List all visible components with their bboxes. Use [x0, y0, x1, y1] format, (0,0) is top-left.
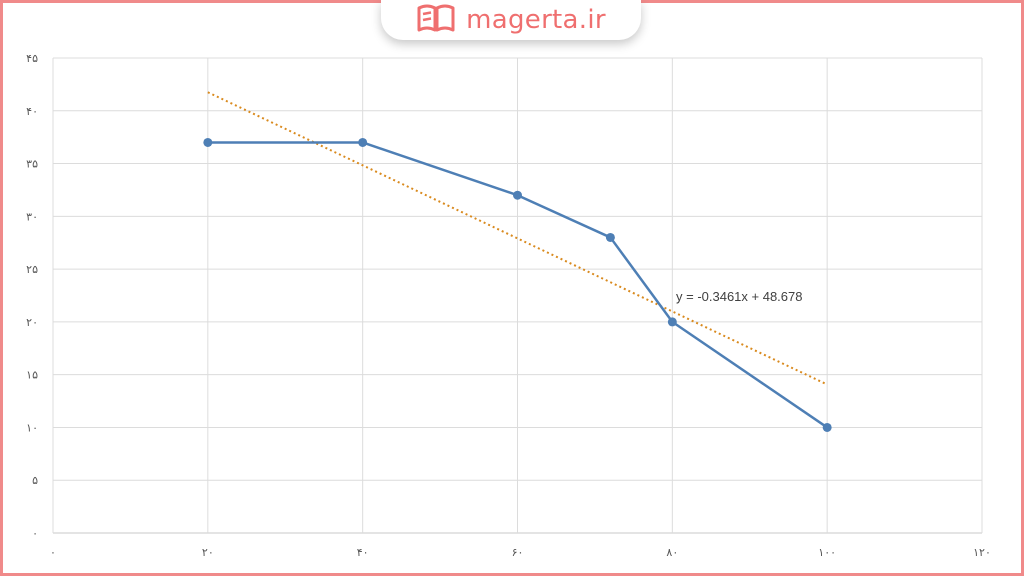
y-tick-label: ٢٠	[26, 316, 38, 329]
grid-lines	[52, 57, 983, 534]
y-tick-label: ۴۵	[26, 52, 38, 65]
data-point	[513, 190, 522, 200]
x-tick-label: ٢٠	[202, 546, 214, 559]
series-line	[207, 141, 828, 429]
y-tick-label: ۵	[32, 474, 38, 487]
trendline	[207, 91, 828, 386]
data-point	[358, 137, 368, 147]
data-point	[605, 232, 615, 242]
trendline-path	[207, 91, 828, 386]
annotations: y = -0.3461x + 48.678	[676, 289, 802, 304]
x-axis-tick-labels: ٠ ٢٠ ۴٠ ۶٠ ٨٠ ١٠٠ ١٢٠	[50, 546, 991, 559]
y-axis-tick-labels: ٠ ۵ ١٠ ١۵ ٢٠ ٢۵ ٣٠ ٣۵ ۴٠ ۴۵	[26, 52, 38, 540]
x-tick-label: ٠	[50, 546, 56, 559]
data-point	[822, 422, 832, 432]
x-tick-label: ۴٠	[357, 546, 369, 559]
y-tick-label: ٢۵	[26, 263, 38, 276]
trendline-equation-label: y = -0.3461x + 48.678	[676, 289, 802, 304]
x-tick-label: ١٠٠	[818, 546, 836, 559]
brand-name: magerta.ir	[466, 5, 606, 35]
y-tick-label: ٣٠	[26, 210, 38, 223]
series	[203, 137, 832, 432]
open-book-icon	[416, 3, 456, 37]
y-tick-label: ١۵	[26, 369, 38, 382]
data-point	[203, 137, 213, 147]
x-tick-label: ٨٠	[666, 546, 678, 559]
data-point	[667, 317, 677, 327]
brand-badge[interactable]: magerta.ir	[381, 0, 641, 40]
x-tick-label: ١٢٠	[973, 546, 991, 559]
y-tick-label: ۴٠	[26, 105, 38, 118]
x-tick-label: ۶٠	[512, 546, 524, 559]
y-tick-label: ٠	[32, 527, 38, 540]
y-tick-label: ١٠	[26, 421, 38, 434]
y-tick-label: ٣۵	[26, 158, 38, 171]
